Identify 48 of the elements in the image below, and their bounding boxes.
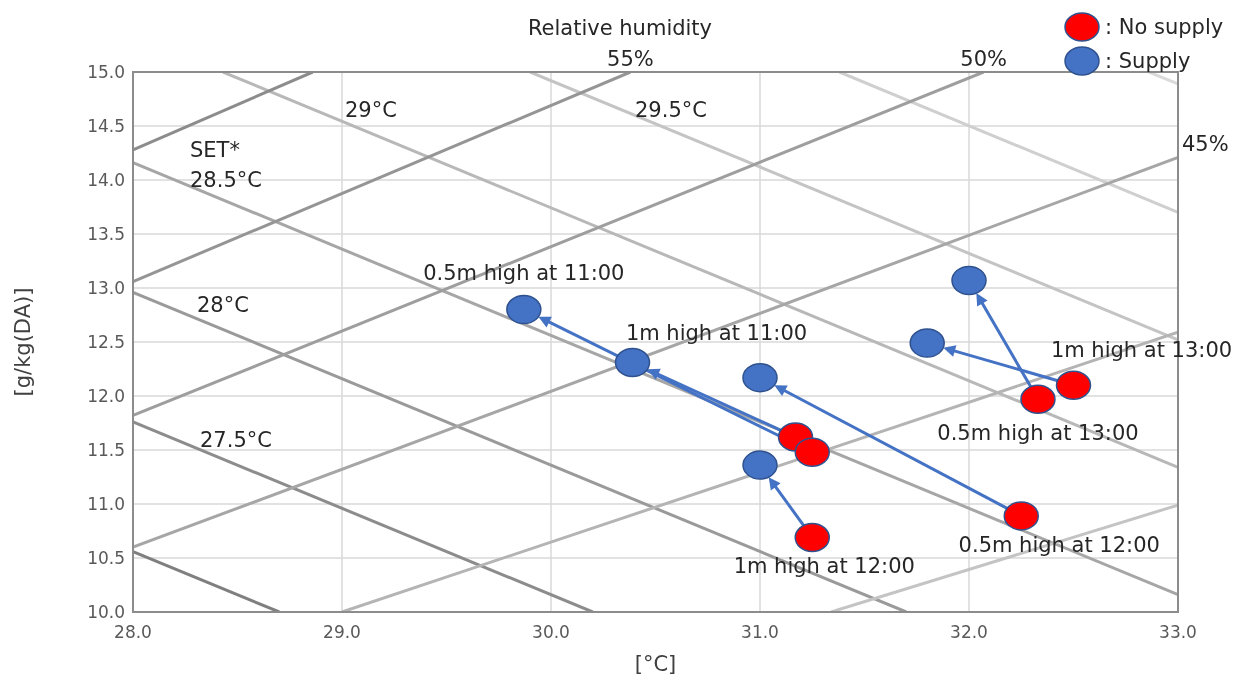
point bbox=[1003, 501, 1039, 531]
point bbox=[614, 347, 651, 378]
point bbox=[742, 450, 778, 480]
y-tick-label: 13.5 bbox=[87, 223, 125, 244]
annotation: 0.5m high at 11:00 bbox=[423, 260, 625, 285]
point bbox=[951, 265, 987, 296]
legend-label: : Supply bbox=[1105, 49, 1191, 74]
y-tick-label: 10.0 bbox=[87, 601, 125, 622]
y-tick-label: 11.0 bbox=[87, 493, 125, 514]
y-tick-label: 14.5 bbox=[87, 115, 125, 136]
x-tick-label: 32.0 bbox=[950, 622, 988, 642]
annotation: 45% bbox=[1182, 131, 1229, 156]
y-tick-label: 11.5 bbox=[87, 439, 125, 460]
annotation: 29°C bbox=[345, 98, 397, 123]
point bbox=[1055, 370, 1092, 400]
annotation: 29.5°C bbox=[635, 98, 707, 123]
y-tick-label: 13.0 bbox=[87, 277, 125, 298]
y-tick-label: 15.0 bbox=[87, 61, 125, 82]
point bbox=[794, 522, 830, 553]
point bbox=[909, 328, 945, 358]
point bbox=[506, 294, 542, 325]
point bbox=[794, 437, 830, 467]
text: Relative humidity bbox=[527, 16, 713, 41]
annotation: 1m high at 13:00 bbox=[1050, 337, 1233, 362]
x-axis-title: [°C] bbox=[634, 652, 677, 676]
y-axis-title: [g/kg(DA)] bbox=[11, 287, 35, 397]
annotation: 27.5°C bbox=[200, 428, 272, 453]
y-tick-label: 10.5 bbox=[87, 547, 125, 568]
x-tick-label: 33.0 bbox=[1159, 622, 1197, 642]
annotation: 28°C bbox=[197, 293, 249, 318]
point bbox=[742, 362, 778, 393]
annotation: 1m high at 12:00 bbox=[733, 553, 915, 578]
y-tick-label: 12.5 bbox=[87, 331, 125, 352]
point bbox=[1020, 384, 1056, 414]
y-tick-label: 12.0 bbox=[87, 385, 125, 406]
annotation: SET* bbox=[190, 138, 240, 163]
legend-label: : No supply bbox=[1105, 15, 1224, 40]
x-tick-label: 30.0 bbox=[532, 622, 570, 642]
annotation: 55% bbox=[607, 47, 654, 71]
x-tick-label: 29.0 bbox=[323, 622, 361, 642]
annotation: 28.5°C bbox=[190, 168, 262, 193]
annotation: 0.5m high at 12:00 bbox=[958, 533, 1160, 558]
annotation: 1m high at 11:00 bbox=[625, 320, 808, 345]
y-tick-label: 14.0 bbox=[87, 169, 125, 190]
x-tick-label: 31.0 bbox=[741, 622, 779, 642]
annotation: 50% bbox=[960, 47, 1007, 71]
annotation: 0.5m high at 13:00 bbox=[937, 420, 1139, 445]
x-tick-label: 28.0 bbox=[114, 622, 152, 642]
